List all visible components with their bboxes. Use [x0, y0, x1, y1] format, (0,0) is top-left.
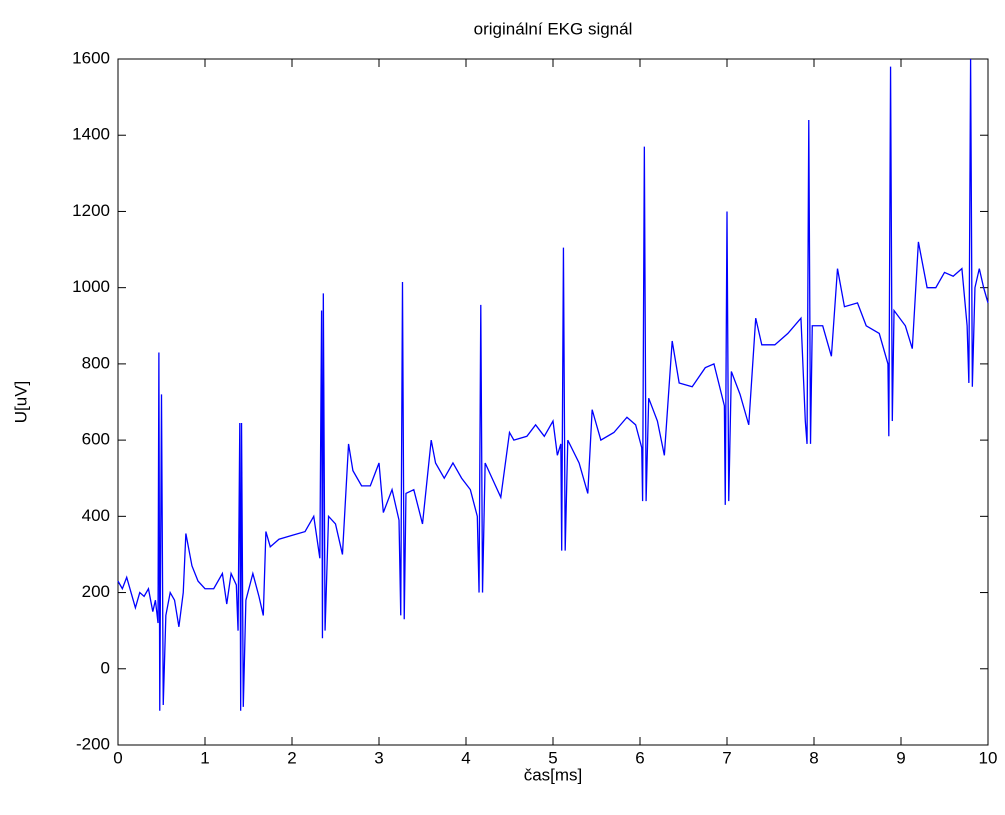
y-tick-label: 800 [82, 353, 110, 372]
x-tick-label: 1 [200, 748, 209, 767]
y-tick-label: 400 [82, 506, 110, 525]
x-tick-label: 0 [113, 748, 122, 767]
chart-title: originální EKG signál [474, 19, 633, 38]
x-tick-label: 9 [896, 748, 905, 767]
y-tick-label: 1200 [72, 201, 110, 220]
x-tick-label: 10 [979, 748, 998, 767]
y-tick-label: 0 [101, 658, 110, 677]
y-tick-label: 1000 [72, 277, 110, 296]
plot-frame [117, 58, 989, 746]
y-tick-label: 1400 [72, 125, 110, 144]
x-tick-label: 3 [374, 748, 383, 767]
y-tick-label: 1600 [72, 48, 110, 67]
x-tick-label: 2 [287, 748, 296, 767]
x-axis-label: čas[ms] [524, 765, 583, 784]
y-tick-label: 600 [82, 430, 110, 449]
signal-line [117, 58, 989, 711]
y-tick-label: 200 [82, 582, 110, 601]
x-tick-label: 5 [548, 748, 557, 767]
y-tick-label: -200 [76, 734, 110, 753]
x-tick-label: 6 [635, 748, 644, 767]
y-axis-label: U[uV] [11, 381, 30, 424]
x-tick-label: 7 [722, 748, 731, 767]
x-tick-label: 4 [461, 748, 470, 767]
x-tick-label: 8 [809, 748, 818, 767]
